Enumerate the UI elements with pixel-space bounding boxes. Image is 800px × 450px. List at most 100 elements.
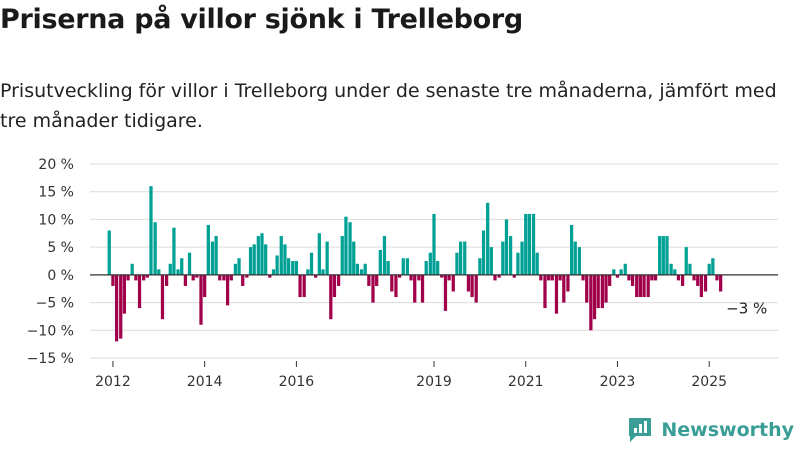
bar [317, 233, 321, 275]
bar [298, 274, 302, 298]
bar [252, 244, 256, 275]
bar [413, 274, 417, 303]
bar [554, 274, 559, 314]
bar [363, 263, 367, 275]
bar [340, 236, 344, 275]
bar [585, 274, 589, 303]
bar [203, 274, 207, 298]
bar [401, 258, 405, 275]
bar [646, 274, 650, 298]
bar [218, 274, 222, 281]
last-value-annotation: −3 % [726, 299, 767, 317]
bar [382, 236, 387, 275]
bar [455, 252, 459, 275]
bar [432, 213, 436, 275]
bar [279, 236, 283, 275]
bar [336, 274, 341, 286]
bar [696, 274, 700, 286]
bar [481, 230, 486, 275]
newsworthy-logo-icon [629, 418, 652, 442]
bar [562, 274, 566, 303]
bar [321, 269, 325, 275]
bar [707, 263, 711, 275]
bar [592, 274, 597, 320]
bar [642, 274, 646, 298]
bar [443, 274, 448, 311]
bar [436, 261, 440, 275]
bar [501, 241, 505, 275]
bar [405, 258, 410, 275]
bar [451, 274, 455, 292]
bar [291, 261, 295, 275]
bar [111, 274, 115, 286]
brand-name: Newsworthy [661, 419, 794, 441]
bar [577, 247, 582, 275]
bar [394, 274, 398, 298]
bar [428, 252, 432, 275]
bar [397, 274, 402, 278]
bar [608, 274, 612, 286]
bar [447, 274, 451, 281]
bar [604, 274, 608, 303]
bar [524, 213, 528, 275]
bar [665, 236, 669, 275]
bar [214, 236, 218, 275]
chart-subtitle: Prisutveckling för villor i Trelleborg u… [0, 80, 777, 132]
x-tick-label: 2014 [187, 374, 223, 390]
bar [329, 274, 333, 320]
bar [573, 241, 577, 275]
bar [145, 274, 149, 278]
x-tick-label: 2021 [508, 374, 544, 390]
bar [547, 274, 551, 281]
bar [550, 274, 554, 281]
chart-title: Priserna på villor sjönk i Trelleborg [0, 4, 523, 35]
bar [107, 230, 111, 275]
bar [245, 274, 249, 278]
bar [497, 274, 501, 278]
bar [650, 274, 654, 281]
bar [348, 222, 352, 275]
bar [206, 224, 210, 275]
x-axis-labels: 2012 2014 2016 2019 2021 2023 2025 [95, 361, 727, 390]
bar [191, 274, 195, 281]
bar [386, 261, 390, 275]
x-tick-label: 2023 [600, 374, 636, 390]
bar [142, 274, 146, 281]
bar [153, 222, 157, 275]
bar [661, 236, 665, 275]
bar [176, 269, 180, 275]
bar-series [107, 186, 723, 342]
bar [130, 263, 134, 275]
bar [653, 274, 658, 281]
bar [715, 274, 719, 281]
bar [719, 274, 723, 292]
bar [260, 233, 264, 275]
bar [527, 213, 532, 275]
bar [635, 274, 639, 298]
bar [535, 252, 539, 275]
bar [486, 202, 490, 275]
bar [531, 213, 536, 275]
bar [692, 274, 696, 281]
bar [409, 274, 413, 281]
bar [126, 274, 130, 281]
bar [119, 274, 123, 339]
bar [309, 252, 314, 275]
bar [286, 258, 291, 275]
bar [539, 274, 543, 281]
bar [589, 274, 593, 331]
bar [325, 241, 329, 275]
y-tick-label: 20 % [38, 157, 74, 173]
bar [504, 219, 509, 275]
annotations: −3 % [726, 299, 767, 317]
bar [275, 255, 279, 275]
bar [596, 274, 600, 309]
bar [630, 274, 635, 286]
bar [581, 274, 585, 281]
x-tick-label: 2025 [691, 374, 727, 390]
bar [566, 274, 570, 292]
bar [187, 252, 192, 275]
y-axis-labels: 20 % 15 % 10 % 5 % 0 % −5 % −10 % −15 % [27, 157, 74, 367]
bar [375, 274, 379, 286]
